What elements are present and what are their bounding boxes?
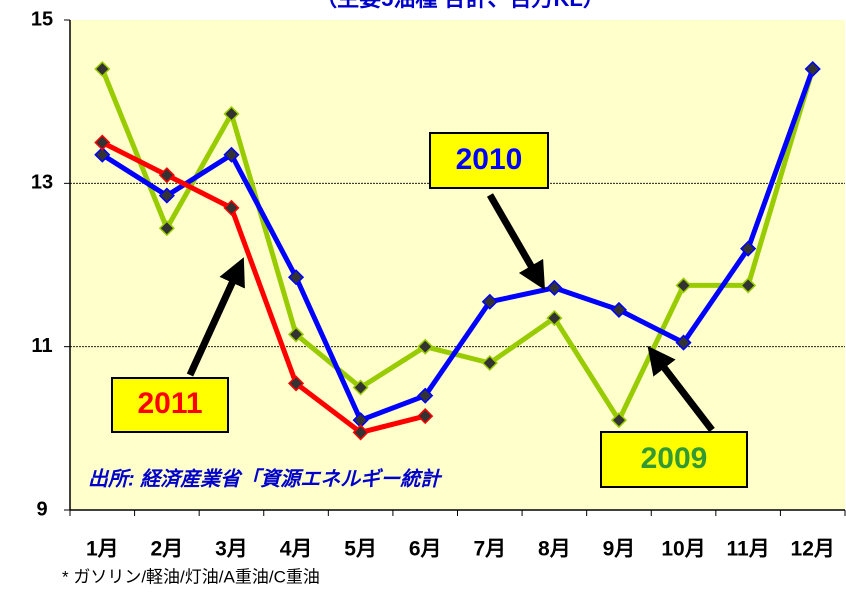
x-tick-label: 12月 (791, 538, 835, 561)
point-marker (287, 375, 305, 392)
point-marker (546, 310, 563, 327)
point-marker (417, 338, 434, 355)
y-tick-label: 15 (31, 8, 53, 30)
point-marker (417, 387, 434, 404)
point-marker (546, 279, 563, 296)
callouts: 2010 2011 2009 (111, 132, 748, 488)
footnote: * ガソリン/軽油/灯油/A重油/C重油 (62, 567, 320, 586)
arrow (486, 193, 546, 291)
x-tick-label: 1月 (86, 538, 119, 561)
y-tick-label: 11 (31, 335, 52, 357)
x-tick-label: 10月 (661, 538, 705, 561)
chart-title: （主要5油種 合計、百万KL） (315, 0, 605, 11)
x-tick-label: 5月 (344, 538, 377, 561)
point-marker (481, 293, 498, 310)
point-marker (287, 326, 305, 343)
point-marker (352, 424, 369, 441)
label-box (111, 377, 229, 433)
point-marker (352, 379, 369, 396)
point-marker (158, 220, 175, 237)
x-tick-label: 7月 (473, 538, 506, 561)
x-tick-label: 9月 (603, 538, 636, 561)
label-box (429, 132, 549, 189)
point-marker (610, 301, 628, 318)
point-marker (158, 187, 175, 204)
point-marker (223, 105, 240, 122)
y-tick-label: 9 (36, 498, 47, 520)
point-marker (223, 199, 240, 216)
series-line (101, 140, 426, 435)
x-tick-label: 2月 (151, 538, 184, 561)
point-marker (740, 277, 757, 294)
point-marker (94, 146, 111, 163)
point-marker (804, 60, 821, 78)
point-marker (610, 412, 628, 429)
series-label: 2011 (137, 387, 202, 420)
x-tick-label: 3月 (215, 538, 248, 561)
series-line (99, 68, 816, 423)
y-tick-label: 13 (31, 172, 53, 194)
point-marker (223, 146, 240, 163)
point-marker (417, 408, 434, 425)
point-marker (94, 60, 111, 78)
label-box (600, 431, 748, 488)
point-marker (675, 277, 692, 294)
point-marker (94, 134, 111, 151)
point-marker (740, 240, 757, 257)
point-marker (675, 334, 692, 351)
x-tick-label: 11月 (727, 538, 770, 561)
x-tick-label: 6月 (409, 538, 442, 561)
series-label: 2010 (456, 143, 523, 176)
arrow (186, 257, 245, 377)
point-marker (287, 269, 305, 286)
point-marker (158, 167, 175, 184)
source-note: 出所: 経済産業省「資源エネルギー統計 (88, 467, 443, 490)
series-label: 2009 (641, 442, 708, 475)
x-tick-label: 4月 (280, 538, 313, 561)
point-marker (481, 354, 498, 372)
x-tick-label: 8月 (538, 538, 571, 561)
series-line (100, 68, 816, 423)
arrow (647, 345, 715, 433)
